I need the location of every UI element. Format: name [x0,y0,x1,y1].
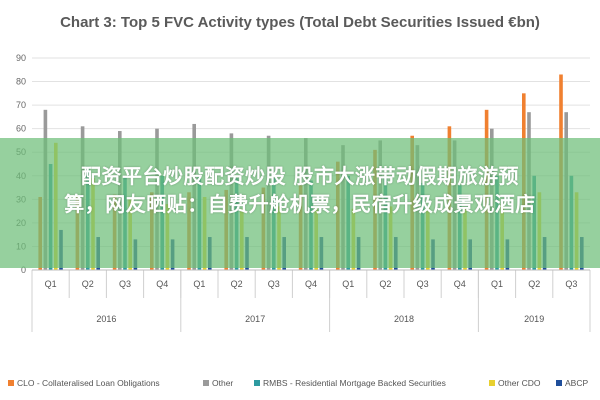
legend-item: Other [203,377,233,388]
legend-swatch [203,379,209,386]
legend-label: Other CDO [498,377,541,388]
y-tick-label: 90 [16,53,26,63]
y-tick-label: 70 [16,100,26,110]
x-tick-label: Q3 [417,279,429,289]
x-tick-label: Q1 [193,279,205,289]
x-tick-label: Q4 [305,279,317,289]
year-label: 2017 [245,314,265,324]
legend-item: Other CDO [489,377,541,388]
x-tick-label: Q2 [82,279,94,289]
overlay-line-2: 算，网友晒贴：自费升舱机票，民宿升级成景观酒店 [64,192,536,216]
legend-label: RMBS - Residential Mortgage Backed Secur… [263,377,446,388]
legend-item: RMBS - Residential Mortgage Backed Secur… [254,377,446,388]
legend-label: ABCP [565,377,589,388]
legend: CLO - Collateralised Loan Obligations Oth… [8,377,598,391]
x-tick-label: Q1 [491,279,503,289]
x-tick-label: Q3 [119,279,131,289]
x-tick-label: Q2 [528,279,540,289]
y-tick-label: 80 [16,77,26,87]
year-label: 2018 [394,314,414,324]
legend-label: CLO - Collateralised Loan Obligations [17,377,160,388]
y-tick-label: 60 [16,124,26,134]
legend-swatch [489,379,495,386]
y-tick-label: 0 [21,265,26,275]
overlay-text: 配资平台炒股配资炒股 股市大涨带动假期旅游预 算，网友晒贴：自费升舱机票，民宿升… [0,162,600,218]
x-tick-label: Q1 [45,279,57,289]
year-label: 2016 [96,314,116,324]
legend-swatch [254,379,260,386]
legend-item: CLO - Collateralised Loan Obligations [8,377,160,388]
legend-item: ABCP [556,377,588,388]
overlay-banner [0,138,600,268]
x-tick-label: Q4 [454,279,466,289]
chart-title: Chart 3: Top 5 FVC Activity types (Total… [60,14,540,31]
year-label: 2019 [524,314,544,324]
legend-label: Other [212,377,234,388]
legend-swatch [556,379,562,386]
x-tick-label: Q1 [342,279,354,289]
x-tick-label: Q2 [379,279,391,289]
x-tick-label: Q4 [156,279,168,289]
x-tick-label: Q3 [268,279,280,289]
x-tick-label: Q2 [231,279,243,289]
legend-swatch [8,379,14,386]
x-tick-label: Q3 [565,279,577,289]
overlay-line-1: 配资平台炒股配资炒股 股市大涨带动假期旅游预 [81,164,519,188]
